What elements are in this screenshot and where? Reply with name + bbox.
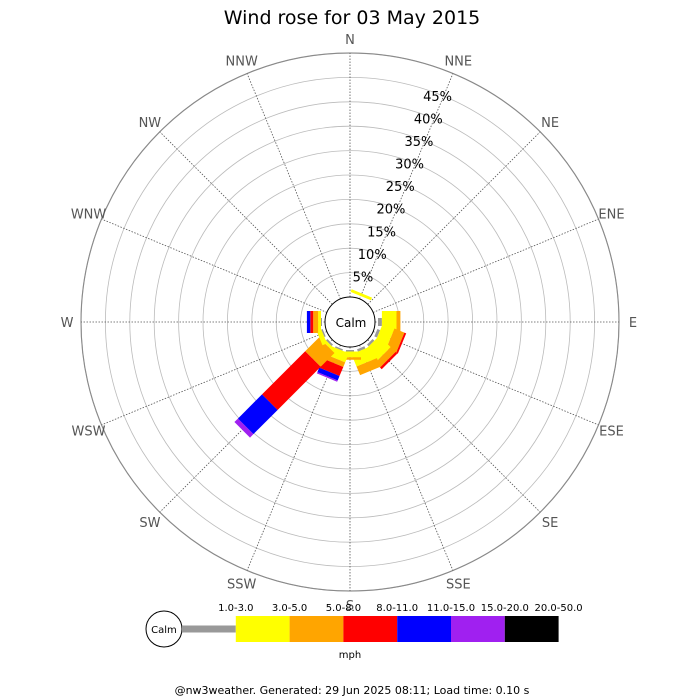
direction-label-sse: SSE xyxy=(446,577,471,592)
legend-swatch-bin-5 xyxy=(451,616,505,642)
ring-label: 35% xyxy=(404,135,433,150)
legend-calm-label: Calm xyxy=(151,625,177,636)
calm-center: Calm xyxy=(324,296,376,348)
grid-ring xyxy=(153,125,547,519)
legend-label-bin-0: 1.0-3.0 xyxy=(218,603,253,614)
legend-label-bin-6: 20.0-50.0 xyxy=(535,603,583,614)
petal-sw-bin-0 xyxy=(326,339,333,346)
petal-se-bin-2 xyxy=(375,347,396,368)
petal-sw-bin-4 xyxy=(237,394,278,435)
petal-se-bin-0 xyxy=(367,339,375,347)
petal-s-bin-0 xyxy=(346,350,354,352)
radial-grid: N NNE NE ENE E ESE SE SSE S SSW SW WSW W WNW NW NNW xyxy=(61,33,638,614)
petal-ese-bin-2 xyxy=(386,328,405,353)
petal-sse-bin-2 xyxy=(356,358,381,376)
direction-label-ssw: SSW xyxy=(227,577,257,592)
direction-label-wnw: WNW xyxy=(71,208,107,223)
petal-se-bin-3 xyxy=(380,352,398,370)
legend: Calm mph 1.0-3.0 3.0-5.0 5.0-8.0 8.0-11.0 11… xyxy=(145,603,583,661)
petal-ese-bin-3 xyxy=(396,332,407,354)
petal-e-bin-0 xyxy=(378,318,382,326)
petal-nne-bin-1 xyxy=(350,289,372,301)
petal-w-bin-1 xyxy=(318,311,321,333)
grid-ring xyxy=(178,150,522,494)
legend-swatch-bin-3 xyxy=(343,616,398,642)
ring-label: 40% xyxy=(414,113,443,128)
petal-w-bin-4 xyxy=(306,311,311,333)
petal-ese-bin-0 xyxy=(374,329,381,338)
ring-label: 20% xyxy=(376,203,405,218)
petal-w-bin-0 xyxy=(321,318,322,326)
petal-ssw-bin-5 xyxy=(316,372,338,382)
petal-sw-bin-3 xyxy=(262,351,321,410)
petal-ssw-bin-0 xyxy=(335,346,343,351)
direction-label-ese: ESE xyxy=(599,424,624,439)
direction-label-nne: NNE xyxy=(444,55,472,70)
direction-label-ne: NE xyxy=(541,116,559,131)
legend-label-bin-1: 3.0-5.0 xyxy=(272,603,307,614)
petal-wsw-bin-0 xyxy=(321,329,326,337)
petal-e-bin-2 xyxy=(396,311,401,333)
legend-swatch-bin-1 xyxy=(235,616,290,642)
legend-unit: mph xyxy=(339,650,361,661)
legend-label-bin-4: 11.0-15.0 xyxy=(427,603,475,614)
ring-label: 5% xyxy=(353,270,374,285)
direction-label-nw: NW xyxy=(139,116,162,131)
ring-labels: 5% 10% 15% 20% 25% 30% 35% 40% 45% xyxy=(353,90,452,285)
ring-label: 25% xyxy=(386,180,415,195)
petal-sse-bin-0 xyxy=(357,346,366,352)
direction-label-n: N xyxy=(345,33,355,48)
direction-label-se: SE xyxy=(542,516,558,531)
ring-label: 30% xyxy=(395,158,424,173)
direction-label-w: W xyxy=(61,316,74,331)
legend-swatch-bin-6 xyxy=(504,616,559,642)
calm-circle xyxy=(324,296,376,348)
legend-label-bin-5: 15.0-20.0 xyxy=(481,603,529,614)
ring-label: 15% xyxy=(367,225,396,240)
petal-sse-bin-1 xyxy=(351,345,377,367)
legend-swatch-bin-4 xyxy=(397,616,451,642)
footer-text: @nw3weather. Generated: 29 Jun 2025 08:1… xyxy=(175,684,530,697)
grid-ring xyxy=(202,174,498,470)
petal-sw-bin-2 xyxy=(305,337,335,367)
direction-label-ene: ENE xyxy=(598,208,624,223)
direction-label-wsw: WSW xyxy=(72,424,106,439)
petal-ssw-bin-3 xyxy=(319,358,344,376)
direction-label-nnw: NNW xyxy=(226,55,258,70)
legend-swatch-bin-2 xyxy=(289,616,344,642)
petal-sw-bin-5 xyxy=(234,418,254,438)
petal-w-bin-3 xyxy=(310,311,314,333)
legend-label-bin-2: 5.0-8.0 xyxy=(326,603,361,614)
calm-label: Calm xyxy=(336,316,367,330)
direction-label-sw: SW xyxy=(139,516,160,531)
legend-swatch-bin-0 xyxy=(182,625,236,633)
direction-label-e: E xyxy=(629,316,637,331)
legend-label-bin-3: 8.0-11.0 xyxy=(376,603,418,614)
ring-label: 10% xyxy=(358,248,387,263)
direction-label-s: S xyxy=(346,599,354,614)
grid-ring xyxy=(226,198,473,445)
wind-petals xyxy=(234,289,407,438)
chart-title: Wind rose for 03 May 2015 xyxy=(224,7,481,29)
petal-ssw-bin-4 xyxy=(317,367,340,381)
petal-w-bin-2 xyxy=(313,311,319,333)
ring-label: 45% xyxy=(423,90,452,105)
